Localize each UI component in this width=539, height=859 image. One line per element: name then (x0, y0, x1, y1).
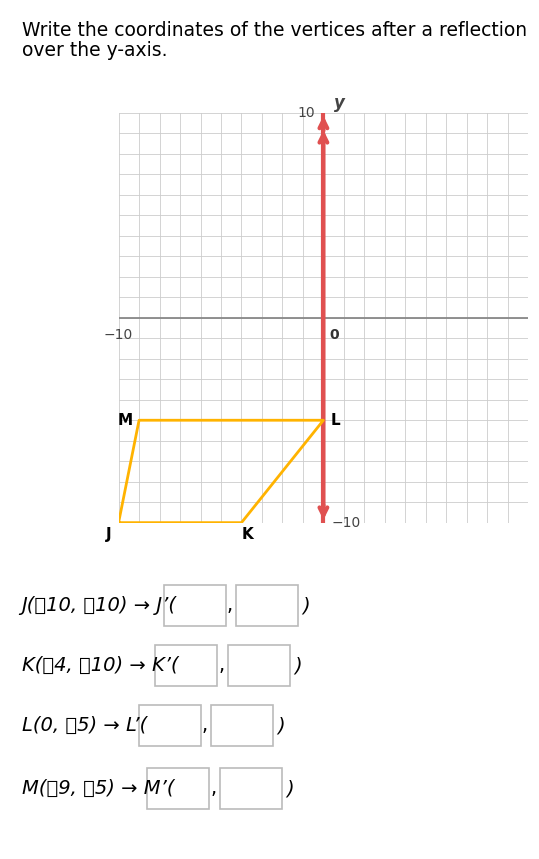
Text: M: M (117, 412, 132, 428)
Text: Write the coordinates of the vertices after a reflection: Write the coordinates of the vertices af… (22, 21, 527, 40)
Text: 0: 0 (329, 328, 339, 342)
Text: −10: −10 (331, 515, 361, 530)
Text: L: L (331, 412, 341, 428)
Text: ,: , (218, 656, 225, 675)
Text: ): ) (294, 656, 302, 675)
Text: K: K (242, 527, 253, 542)
Text: J: J (106, 527, 111, 542)
Text: ,: , (210, 779, 216, 798)
Text: ,: , (202, 716, 208, 735)
Text: ): ) (286, 779, 294, 798)
Text: ): ) (303, 596, 310, 615)
Text: over the y-axis.: over the y-axis. (22, 41, 167, 60)
Text: ): ) (278, 716, 285, 735)
Text: −10: −10 (104, 328, 133, 342)
Text: y: y (334, 94, 344, 112)
Text: K(⁲4, ⁲10) → K’(: K(⁲4, ⁲10) → K’( (22, 656, 178, 675)
Text: J(⁲10, ⁲10) → J’(: J(⁲10, ⁲10) → J’( (22, 596, 177, 615)
Text: ,: , (227, 596, 233, 615)
Text: 10: 10 (298, 106, 315, 120)
Text: M(⁲9, ⁲5) → M’(: M(⁲9, ⁲5) → M’( (22, 779, 174, 798)
Text: L(0, ⁲5) → L’(: L(0, ⁲5) → L’( (22, 716, 147, 735)
